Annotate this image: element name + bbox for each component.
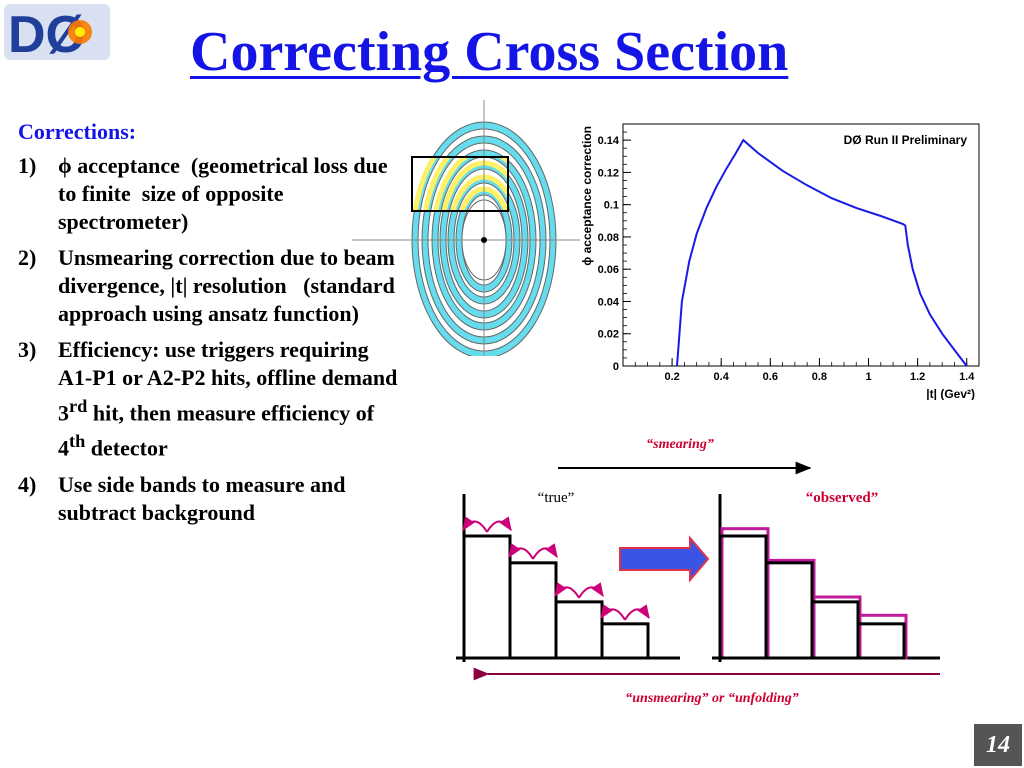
correction-item-2: 2) Unsmearing correction due to beam div… — [18, 244, 398, 328]
y-axis-label: ϕ acceptance correction — [580, 126, 594, 266]
x-tick-label: 0.6 — [763, 371, 778, 383]
true-bin — [554, 600, 604, 660]
acceptance-curve — [676, 138, 968, 367]
superscript: rd — [69, 396, 88, 416]
smear-arc — [578, 582, 604, 599]
observed-bin — [766, 558, 816, 660]
plot-title: DØ Run II Preliminary — [844, 133, 968, 147]
smear-arc — [624, 604, 650, 621]
acceptance-correction-plot: 0 0.02 0.04 0.06 0.08 0.1 0.12 0.14 0.2 0.4 0.6 0.8… — [580, 123, 980, 400]
spectrometer-box — [411, 156, 509, 212]
y-tick-label: 0.08 — [598, 232, 619, 244]
corrections-heading: Corrections: — [18, 119, 137, 144]
item-text: Efficiency: use triggers requiring A1-P1… — [58, 337, 403, 426]
x-axis-label: |t| (Gev²) — [926, 387, 975, 400]
correction-item-1: 1) ϕ acceptance (geometrical loss due to… — [18, 152, 398, 236]
item-text: Use side bands to measure and subtract b… — [58, 471, 351, 525]
x-tick-label: 0.4 — [714, 371, 730, 383]
smearing-label: “smearing” — [646, 437, 714, 452]
y-tick-label: 0.06 — [598, 264, 619, 276]
observed-bin — [858, 613, 908, 660]
item-text: detector — [85, 435, 168, 461]
true-bin — [462, 534, 512, 660]
smear-arc — [600, 604, 626, 621]
observed-true-bin — [810, 600, 860, 660]
true-histogram — [456, 494, 680, 662]
observed-true-bin — [856, 622, 906, 660]
smear-arc — [486, 516, 512, 533]
page-title: Correcting Cross Section — [190, 21, 789, 83]
y-tick-label: 0.1 — [604, 200, 619, 212]
x-tick-label: 1.2 — [910, 371, 925, 383]
item-text: Unsmearing correction due to beam diverg… — [58, 245, 401, 326]
x-tick-label: 0.8 — [812, 371, 827, 383]
y-tick-label: 0 — [613, 361, 619, 373]
acceptance-ellipse-diagram — [352, 100, 580, 356]
x-tick-label: 1 — [865, 371, 871, 383]
observed-histogram — [712, 494, 940, 662]
transform-arrow — [619, 535, 710, 583]
y-tick-label: 0.12 — [598, 167, 619, 179]
page-number: 14 — [974, 724, 1022, 766]
smearing-arcs — [462, 516, 650, 621]
item-text: hit, then measure efficiency of 4 — [58, 400, 380, 461]
item-text: ϕ acceptance (geometrical loss due to fi… — [58, 153, 394, 234]
y-tick-label: 0.02 — [598, 329, 619, 341]
plot-frame — [622, 123, 980, 367]
smear-arc — [508, 543, 534, 560]
corrections-list: Corrections: 1) ϕ acceptance (geometrica… — [18, 118, 398, 535]
observed-bin — [812, 595, 862, 660]
x-tick-label: 1.4 — [959, 371, 975, 383]
unsmearing-label: “unsmearing” or “unfolding” — [625, 691, 799, 706]
observed-bin — [720, 527, 770, 660]
item-number: 4) — [18, 471, 37, 497]
correction-item-4: 4) Use side bands to measure and subtrac… — [18, 471, 398, 527]
item-number: 3) — [18, 337, 37, 362]
superscript: th — [69, 431, 86, 452]
smear-arc — [462, 516, 488, 533]
true-bin — [508, 561, 558, 660]
x-tick-label: 0.2 — [664, 371, 679, 383]
observed-label: “observed” — [806, 490, 879, 506]
smear-arc — [554, 582, 580, 599]
item-number: 1) — [18, 153, 37, 178]
observed-true-bin — [718, 534, 768, 660]
smearing-diagram: “smearing” “true” “observed” “unsmearing… — [456, 437, 940, 706]
observed-true-bin — [764, 561, 814, 660]
item-number: 2) — [18, 245, 37, 270]
d0-logo: DØ — [4, 4, 110, 62]
true-label: “true” — [538, 490, 575, 506]
correction-item-3: 3) Efficiency: use triggers requiring A1… — [18, 336, 398, 463]
y-tick-label: 0.14 — [598, 135, 620, 147]
y-tick-label: 0.04 — [598, 296, 620, 308]
true-bin — [600, 622, 650, 660]
smear-arc — [532, 543, 558, 560]
